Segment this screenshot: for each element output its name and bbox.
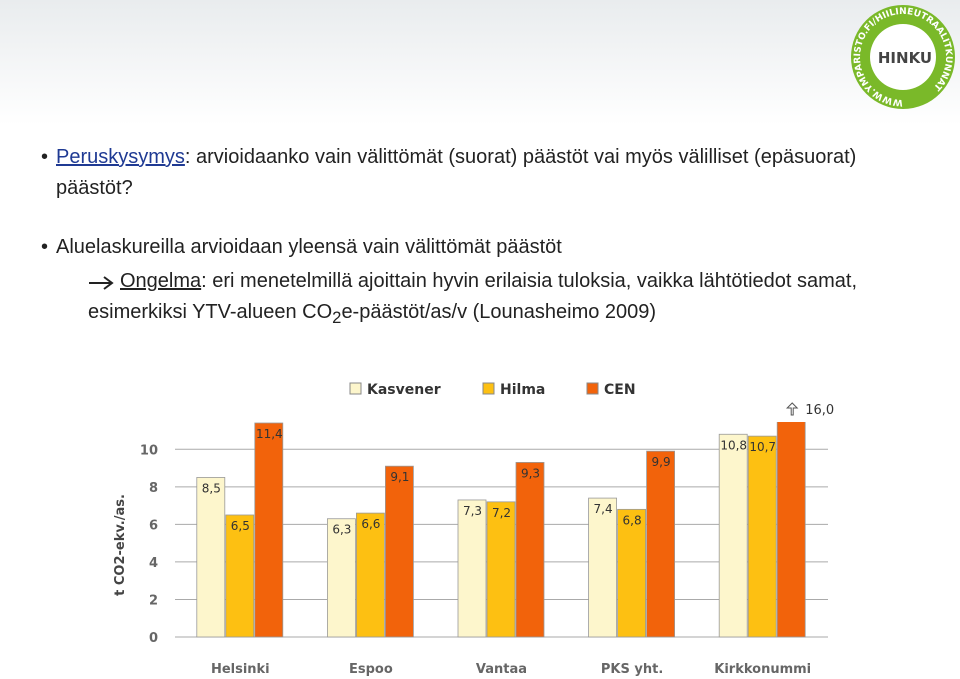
arrow-icon [89,276,114,290]
legend-label: Kasvener [367,382,441,398]
bullet-dot: • [41,146,49,168]
logo-inner [870,24,936,90]
bar [588,497,617,638]
bar [254,422,284,638]
value-label: 6,8 [623,513,642,527]
value-label: 9,1 [390,470,409,484]
bar [776,422,806,638]
banner [0,0,960,125]
y-tick-label: 0 [149,631,158,646]
y-tick-label: 2 [149,593,158,608]
value-label: 11,4 [256,427,283,441]
y-axis-label: t CO2-ekv./as. [113,494,128,596]
bar [718,433,748,638]
bullet-1: • Peruskysymys: arvioidaanko vain välittö… [41,142,916,204]
legend-label: Hilma [500,382,545,398]
value-label: 7,2 [492,506,511,520]
value-label: 8,5 [202,481,221,495]
bar [196,477,226,638]
value-label: 10,7 [749,440,776,454]
chart: 0 2 4 6 8 10 t CO2-ekv./as. Kasvener Hilma CEN Hel… [113,382,834,677]
value-label: 16,0 [805,403,834,418]
value-label: 6,6 [361,517,380,531]
value-label: 6,5 [231,519,250,533]
term: Ongelma [120,270,202,292]
bar [225,514,255,638]
y-tick-label: 8 [149,481,158,496]
bullet-2-detail: Ongelma: eri menetelmillä ajoittain hyvi… [88,266,923,333]
logo-name: HINKU [878,49,932,67]
x-tick-label: Helsinki [211,662,270,677]
x-tick-label: Kirkkonummi [714,662,811,677]
value-label: 7,3 [463,504,482,518]
bar [326,518,356,638]
bullet-dot: • [41,236,49,258]
legend-swatch [349,382,362,395]
text: : eri menetelmillä ajoittain hyvin erila… [88,270,858,323]
legend-swatch [586,382,599,395]
value-label: 10,8 [720,438,747,452]
value-label: 9,3 [521,466,540,480]
x-tick-label: Vantaa [476,662,527,677]
bars [196,422,806,638]
value-label: 9,9 [652,455,671,469]
value-label: 6,3 [332,523,351,537]
x-tick-label: PKS yht. [601,662,663,677]
legend-label: CEN [604,382,636,398]
bar [457,499,487,638]
legend-swatch [482,382,495,395]
bar [747,435,777,638]
y-tick-label: 4 [149,556,158,571]
value-label: 7,4 [594,502,613,516]
bar [617,508,646,638]
subscript: 2 [332,308,342,327]
y-tick-label: 6 [149,518,158,533]
term: Peruskysymys [56,146,185,168]
overflow-arrow [785,402,799,416]
bar [384,465,414,638]
text: Aluelaskureilla arvioidaan yleensä vain … [56,236,562,258]
bar [646,450,675,638]
text: e-päästöt/as/v (Lounasheimo 2009) [341,301,657,323]
y-tick-label: 10 [140,443,158,458]
text: : arvioidaanko vain välittömät (suorat) … [56,146,857,199]
bullet-2: • Aluelaskureilla arvioidaan yleensä vain… [41,232,916,263]
bar [486,501,516,638]
bar [355,512,385,638]
bar [515,462,545,638]
x-tick-label: Espoo [349,662,393,677]
